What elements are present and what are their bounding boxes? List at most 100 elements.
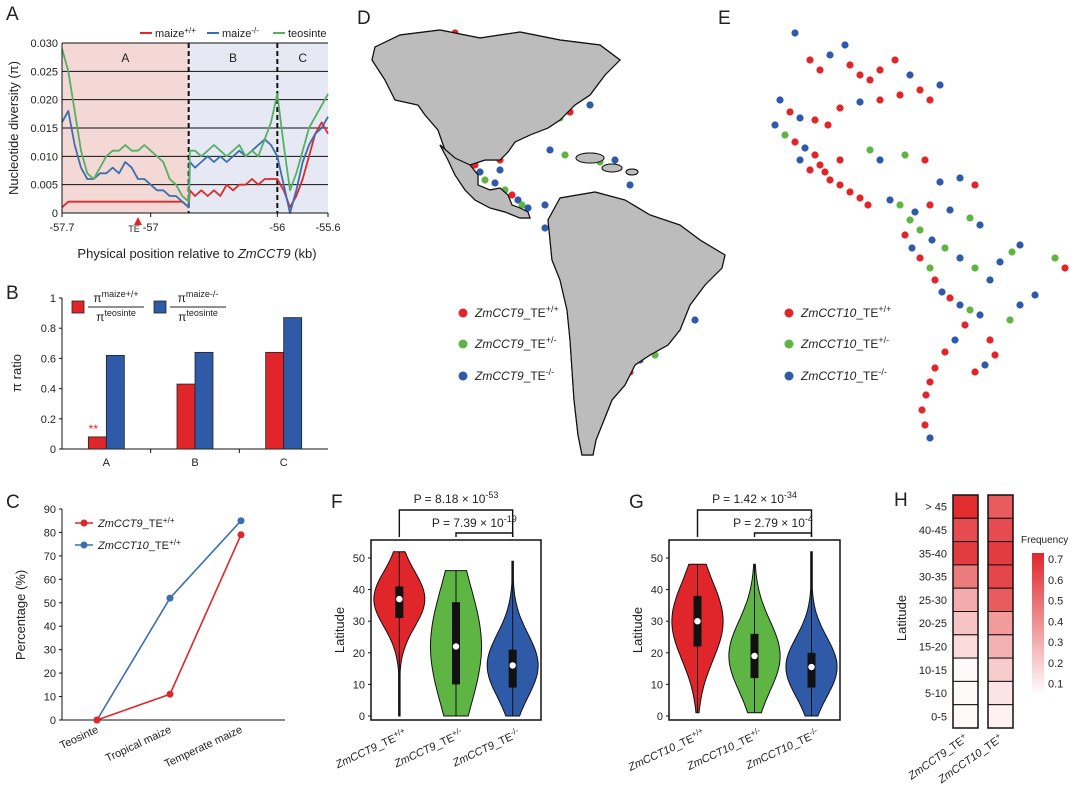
- sample-point: [901, 151, 909, 159]
- violin-median: [452, 643, 460, 650]
- colorbar-tick-label: 0.3: [1048, 637, 1063, 649]
- sample-point: [926, 201, 934, 209]
- sample-point: [966, 214, 974, 222]
- te-suffix: _TE: [855, 369, 878, 383]
- x-tick-label: B: [191, 457, 198, 469]
- caribbean-island: [601, 163, 623, 173]
- x-axis-label-prefix: Physical position relative to: [77, 246, 237, 261]
- sample-point: [586, 101, 594, 109]
- legend-superscript: +/+: [184, 26, 196, 35]
- sample-point: [936, 81, 944, 89]
- sample-point: [966, 306, 974, 314]
- legend-subscript: teosinte: [186, 308, 218, 318]
- heatmap-cell: [987, 517, 1014, 543]
- sample-point: [891, 56, 899, 64]
- y-tick-label: 10: [44, 692, 56, 704]
- legend-label: ZmCCT10_TE-/-: [800, 367, 887, 383]
- sample-point: [836, 181, 844, 189]
- sample-point: [791, 29, 799, 37]
- y-tick-label: 0: [359, 711, 365, 723]
- sample-point: [986, 276, 994, 284]
- row-label: 5-10: [925, 688, 947, 700]
- bar: [176, 383, 196, 450]
- sample-point: [941, 348, 949, 356]
- legend-pi: π: [96, 310, 104, 324]
- sample-point: [946, 206, 954, 214]
- sample-point: [816, 66, 824, 74]
- y-tick-label: 10: [651, 679, 663, 691]
- data-point: [237, 531, 245, 539]
- sample-point: [936, 178, 944, 186]
- legend-denominator: πteosinte: [96, 308, 136, 324]
- y-tick-label: 60: [44, 574, 56, 586]
- sample-point: [1006, 316, 1014, 324]
- series-line-maize: [61, 110, 329, 214]
- sample-point: [561, 151, 569, 159]
- panel-label-a: A: [6, 4, 19, 25]
- row-label: 0-5: [931, 711, 947, 723]
- panel-label-g: G: [629, 492, 644, 513]
- sample-point: [971, 264, 979, 272]
- legend-label: ZmCCT10_TE+/+: [800, 304, 891, 320]
- y-axis-label: Percentage (%): [13, 570, 28, 660]
- sample-point: [796, 156, 804, 164]
- violin-median: [509, 662, 516, 669]
- heatmap-column-frame: [987, 494, 1014, 729]
- gene-name: ZmCCT10: [626, 741, 679, 774]
- sample-point: [951, 336, 959, 344]
- bar: [105, 354, 125, 450]
- te-label: TE: [128, 224, 140, 234]
- heatmap-cell: [987, 494, 1014, 519]
- gene-name: ZmCCT10: [97, 540, 150, 552]
- genotype-superscript: +/-: [450, 725, 463, 737]
- sample-point: [546, 146, 554, 154]
- sample-point: [806, 56, 814, 64]
- sample-point: [991, 351, 999, 359]
- row-label: 40-45: [919, 525, 947, 537]
- panel-label-h: H: [894, 490, 908, 511]
- heatmap-cell: [987, 541, 1014, 566]
- y-tick-label: 40: [353, 585, 365, 597]
- sample-point: [971, 181, 979, 189]
- sample-point: [491, 179, 499, 187]
- sample-point: [976, 221, 984, 229]
- y-tick-label: 10: [353, 679, 365, 691]
- y-tick-label: 20: [651, 648, 663, 660]
- sample-point: [941, 244, 949, 252]
- panel-label-d: D: [357, 8, 371, 29]
- y-tick-label: 40: [44, 621, 56, 633]
- sample-point: [541, 224, 549, 232]
- y-tick-label: 80: [44, 527, 56, 539]
- sample-point: [856, 194, 864, 202]
- sample-point: [836, 156, 844, 164]
- gene-name: ZmCCT9: [333, 741, 379, 771]
- sample-point: [856, 71, 864, 79]
- y-tick-label: 40: [651, 585, 663, 597]
- sample-point: [776, 96, 784, 104]
- gene-name: ZmCCT10: [800, 369, 857, 383]
- genotype-superscript: -/-: [509, 725, 520, 737]
- x-tick-label: C: [280, 457, 288, 469]
- heatmap-cell: [952, 517, 979, 543]
- genotype-superscript: +: [958, 730, 967, 740]
- data-point: [93, 716, 101, 724]
- data-point: [166, 690, 174, 698]
- te-suffix: _TE: [148, 540, 169, 552]
- sample-point: [541, 201, 549, 209]
- panel-label-c: C: [6, 492, 20, 513]
- legend-pi: π: [178, 291, 186, 305]
- sample-point: [1008, 248, 1016, 256]
- legend-pi: π: [93, 291, 101, 305]
- genotype-superscript: -/-: [546, 367, 555, 377]
- legend-label: ZmCCT10_TE+/-: [800, 335, 889, 351]
- genotype-superscript: +/+: [878, 304, 891, 314]
- y-axis-label: Latitude: [630, 607, 645, 653]
- sample-point: [841, 41, 849, 49]
- sample-point: [916, 226, 924, 234]
- p-value-exponent: -34: [784, 490, 797, 500]
- sample-point: [921, 156, 929, 164]
- caribbean-island: [575, 152, 605, 164]
- y-tick-label: 20: [44, 668, 56, 680]
- p-value-text: P = 8.18 × 10: [414, 492, 486, 506]
- bar: [283, 317, 303, 450]
